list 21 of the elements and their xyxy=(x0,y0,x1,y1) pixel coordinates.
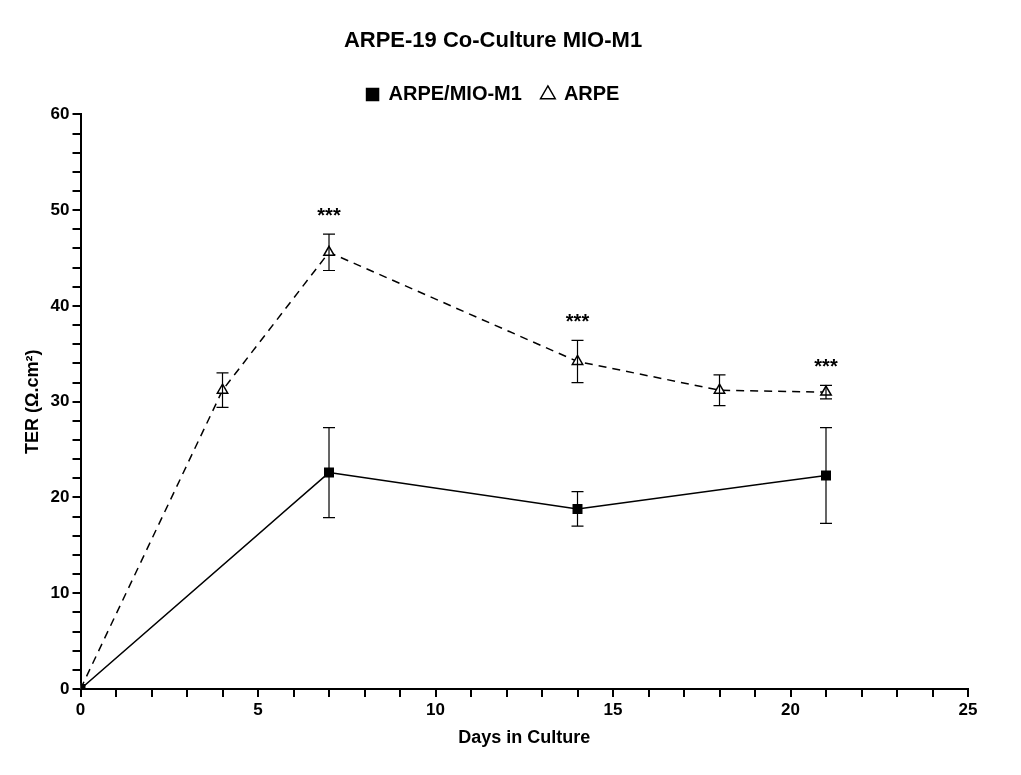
annotation: *** xyxy=(814,354,838,377)
x-tick-label: 10 xyxy=(426,699,445,719)
annotation: *** xyxy=(565,309,590,332)
y-tick-label: 0 xyxy=(60,678,70,698)
x-tick-label: 25 xyxy=(958,699,978,719)
x-tick-label: 5 xyxy=(253,699,263,719)
legend-label: ARPE xyxy=(563,81,620,104)
y-tick-label: 60 xyxy=(50,104,70,124)
y-axis-title: TER (Ω.cm²) xyxy=(21,349,42,454)
y-tick-label: 20 xyxy=(50,487,70,507)
x-tick-label: 15 xyxy=(603,699,623,719)
x-tick-label: 0 xyxy=(75,699,86,719)
y-tick-label: 30 xyxy=(50,391,70,411)
y-tick-label: 40 xyxy=(50,295,70,315)
y-tick-label: 50 xyxy=(50,199,70,219)
x-axis-title: Days in Culture xyxy=(458,727,591,748)
legend-label: ARPE/MIO-M1 xyxy=(388,81,522,104)
y-tick-label: 10 xyxy=(50,582,70,602)
x-tick-label: 20 xyxy=(781,699,800,719)
chart-title: ARPE-19 Co-Culture MIO-M1 xyxy=(343,27,643,53)
annotation: *** xyxy=(317,203,341,226)
